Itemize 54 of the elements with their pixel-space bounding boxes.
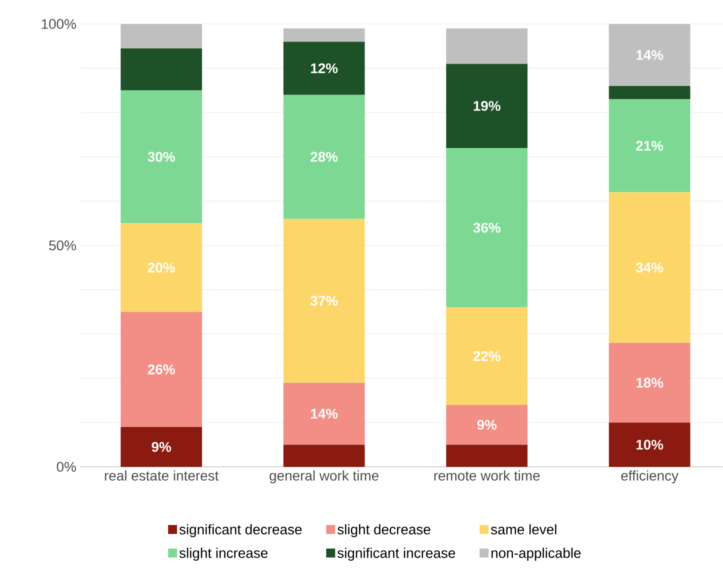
bar <box>283 28 365 42</box>
bar <box>120 90 202 224</box>
bar <box>120 312 202 428</box>
x-tick-label: remote work time <box>434 470 540 481</box>
bar <box>608 99 690 192</box>
data-label: 21% <box>636 140 664 151</box>
legend-label: significant increase <box>338 548 456 561</box>
bar <box>283 94 365 219</box>
data-label: 14% <box>311 408 338 419</box>
data-label: 30% <box>148 152 175 162</box>
y-tick-label: 0% <box>56 462 76 472</box>
bar <box>120 48 202 90</box>
x-tick-label: real estate interest <box>104 470 219 481</box>
data-label: 9% <box>477 420 497 430</box>
bar <box>446 404 528 445</box>
bar <box>120 223 202 312</box>
bar <box>120 24 202 48</box>
bar <box>120 427 202 467</box>
bar <box>608 86 690 100</box>
data-label: 26% <box>148 364 175 374</box>
data-label: 18% <box>636 378 664 388</box>
data-label: 36% <box>473 222 500 233</box>
legend-label: non-applicable <box>492 548 581 561</box>
legend-label: same level <box>490 524 556 535</box>
data-label: 12% <box>311 63 338 74</box>
bar <box>283 444 365 467</box>
data-label: 14% <box>636 50 664 60</box>
bar <box>608 24 690 86</box>
legend-label: significant decrease <box>179 524 302 538</box>
bar <box>608 342 690 423</box>
data-label: 19% <box>474 101 500 111</box>
bar <box>283 42 365 95</box>
data-label: 28% <box>310 152 338 162</box>
bar <box>608 422 690 467</box>
x-tick-label: efficiency <box>621 470 678 484</box>
data-label: 20% <box>148 262 175 273</box>
bar <box>446 308 528 405</box>
data-label: 9% <box>152 442 172 452</box>
y-tick-label: 100% <box>42 19 76 30</box>
data-label: 37% <box>310 296 338 306</box>
data-label: 34% <box>636 262 664 273</box>
bar <box>283 382 365 445</box>
bar <box>608 192 690 343</box>
bar <box>446 64 528 148</box>
bar <box>283 218 365 383</box>
data-label: 22% <box>473 351 500 362</box>
legend-label: slight decrease <box>338 524 430 538</box>
bar <box>446 148 528 308</box>
y-tick-label: 50% <box>49 240 76 250</box>
bar <box>446 444 528 467</box>
data-label: 10% <box>636 440 664 450</box>
x-tick-label: general work time <box>270 470 378 484</box>
bar <box>446 28 528 64</box>
legend-label: slight increase <box>179 548 268 561</box>
